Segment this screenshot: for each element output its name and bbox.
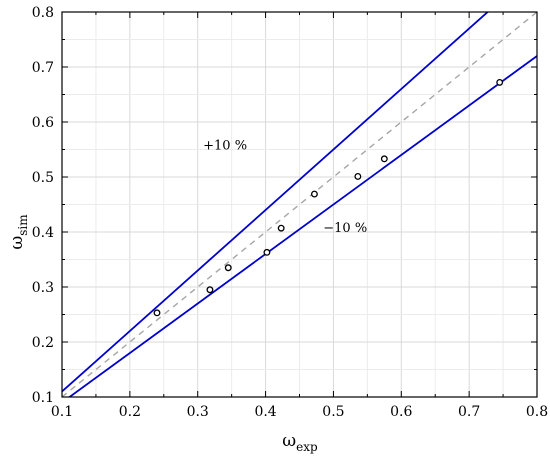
x-tick-label: 0.2 [119, 404, 141, 420]
y-tick-label: 0.6 [32, 115, 54, 131]
x-tick-label: 0.1 [51, 404, 73, 420]
data-point [277, 224, 285, 232]
y-axis-title-main: ω [7, 236, 27, 250]
data-point [354, 172, 362, 180]
data-point [153, 309, 161, 317]
x-tick-label: 0.7 [458, 404, 480, 420]
data-point [380, 155, 388, 163]
x-tick-label: 0.4 [254, 404, 276, 420]
x-axis-title-main: ω [282, 431, 296, 451]
tolerance-line [62, 12, 490, 393]
y-tick-label: 0.7 [32, 60, 54, 76]
tolerance-line [68, 55, 537, 397]
y-tick-label: 0.1 [32, 390, 54, 406]
x-tick-label: 0.5 [322, 404, 344, 420]
x-tick-label: 0.8 [526, 404, 548, 420]
data-points [153, 78, 504, 317]
tolerance-label: −10 % [323, 221, 367, 236]
x-axis-title-sub: exp [296, 440, 318, 454]
data-point [206, 286, 214, 294]
identity-line [62, 12, 537, 397]
y-tick-label: 0.3 [32, 280, 54, 296]
x-tick-label: 0.3 [187, 404, 209, 420]
data-point [496, 78, 504, 86]
y-tick-label: 0.8 [32, 5, 54, 21]
y-tick-label: 0.2 [32, 335, 54, 351]
reference-lines [62, 12, 537, 397]
y-tick-label: 0.5 [32, 170, 54, 186]
annotations: +10 % −10 % [203, 139, 367, 237]
data-point [310, 190, 318, 198]
tolerance-label: +10 % [203, 139, 247, 154]
y-axis-title-sub: sim [16, 214, 30, 236]
data-point [263, 248, 271, 256]
tick-labels: 0.1 0.2 0.3 0.4 0.5 0.6 0.7 0.8 0.1 0.2 0.3 0.4 0.5 0… [32, 5, 548, 420]
x-tick-label: 0.6 [390, 404, 412, 420]
y-tick-label: 0.4 [32, 225, 54, 241]
ticks [61, 11, 538, 398]
y-axis-title: ωsim [7, 214, 30, 250]
x-axis-title: ωexp [282, 431, 318, 454]
data-point [224, 264, 232, 272]
